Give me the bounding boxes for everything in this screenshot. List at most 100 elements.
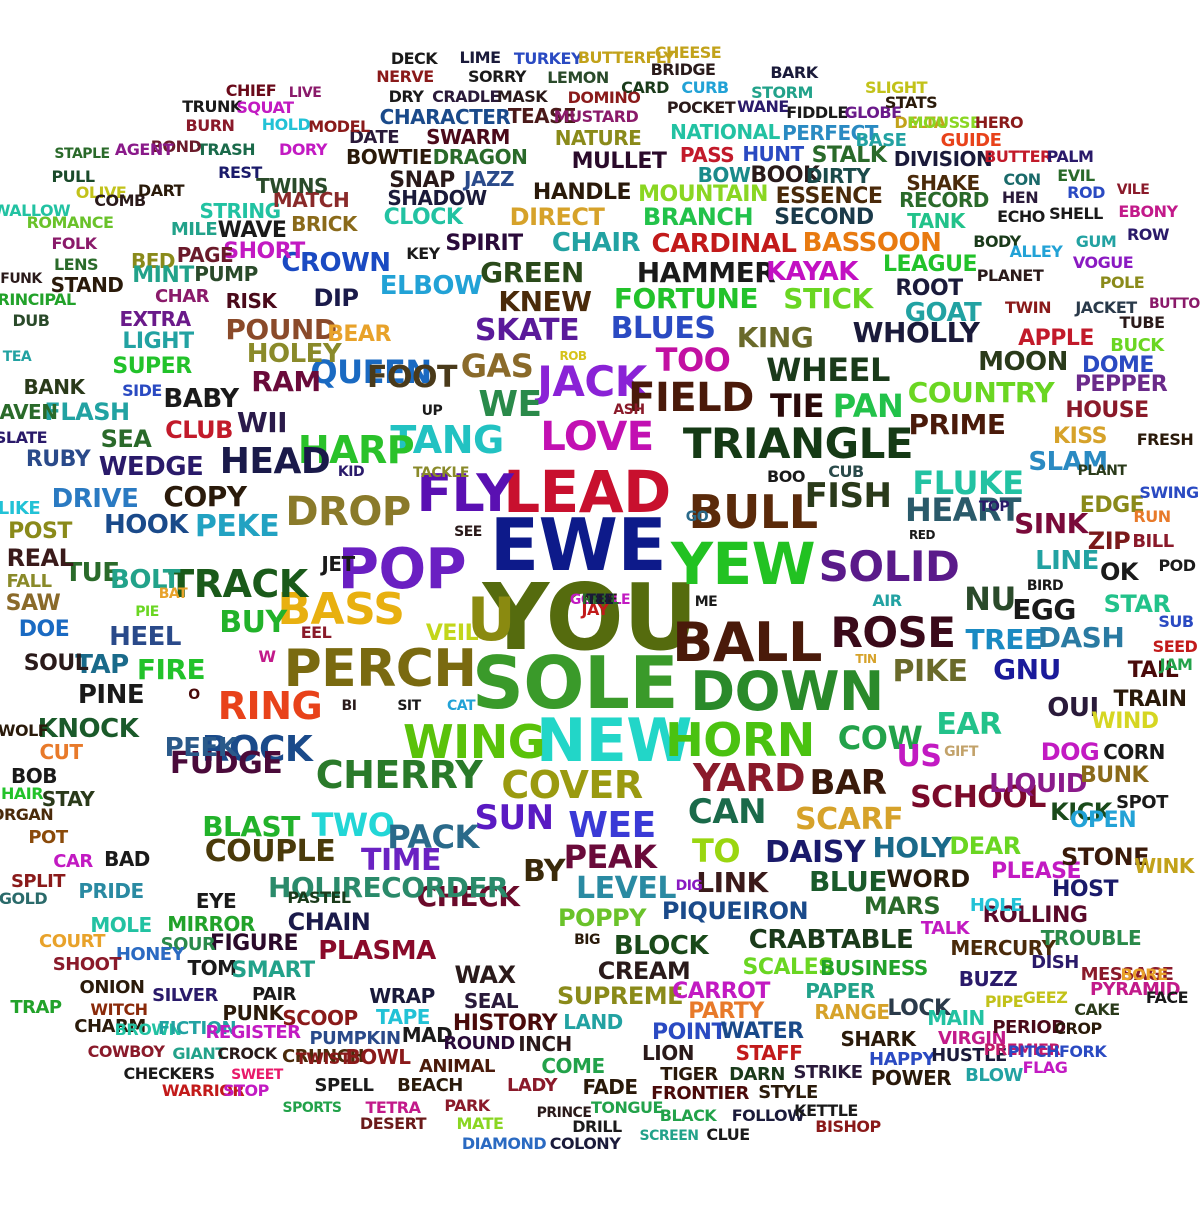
cloud-word: RUBY <box>25 447 91 472</box>
cloud-word: PAN <box>832 387 904 425</box>
cloud-word: BLUE <box>808 865 888 898</box>
cloud-word: NICE <box>582 592 618 608</box>
cloud-word: FALL <box>6 571 52 592</box>
cloud-word: LEAD <box>503 458 671 526</box>
cloud-word: STRING <box>199 199 281 223</box>
cloud-word: PLANET <box>976 266 1044 285</box>
cloud-word: BOOK <box>750 163 820 188</box>
cloud-word: SIDE <box>122 381 162 400</box>
cloud-word: TEASE <box>507 104 577 128</box>
cloud-word: POINT <box>652 1020 726 1045</box>
cloud-word: SQUAT <box>236 98 294 117</box>
cloud-word: DAISY <box>764 835 866 870</box>
cloud-word: COURT <box>39 931 105 952</box>
cloud-word: NERVE <box>376 67 434 86</box>
cloud-word: WAX <box>454 961 516 989</box>
cloud-word: KNEW <box>498 285 592 318</box>
cloud-word: ONION <box>79 977 145 998</box>
cloud-word: BEACH <box>397 1075 463 1096</box>
cloud-word: DRY <box>388 87 424 106</box>
cloud-word: HISTORY <box>452 1011 558 1036</box>
cloud-word: WINK <box>1134 854 1194 878</box>
cloud-word: FUNK <box>0 271 42 287</box>
cloud-word: ROUND <box>443 1033 515 1054</box>
cloud-word: DASH <box>1037 621 1125 654</box>
cloud-word: FLY <box>416 464 514 524</box>
cloud-word: WATER <box>720 1019 804 1044</box>
cloud-word: TACKLE <box>413 465 469 481</box>
cloud-word: TIN <box>855 652 877 666</box>
cloud-word: BAT <box>158 586 188 602</box>
cloud-word: TRUNK <box>182 97 242 116</box>
cloud-word: BIRD <box>1026 578 1064 594</box>
cloud-word: U <box>466 585 516 655</box>
cloud-word: PLASMA <box>318 936 436 966</box>
cloud-word: MODEL <box>308 117 370 136</box>
cloud-word: POPPY <box>557 904 647 932</box>
cloud-word: PUMPKIN <box>309 1028 401 1049</box>
cloud-word: TRACK <box>168 562 308 606</box>
cloud-word: CRUNCH <box>281 1046 365 1067</box>
cloud-word: TIE <box>769 387 825 425</box>
cloud-word: LENS <box>53 255 99 274</box>
cloud-word: TIGER <box>660 1064 718 1085</box>
cloud-word: TO <box>691 832 741 870</box>
cloud-word: WHOLLY <box>852 316 980 349</box>
cloud-word: POT <box>28 827 68 848</box>
cloud-word: RING <box>217 684 323 728</box>
cloud-word: CHERRY <box>315 753 483 797</box>
cloud-word: CLUB <box>165 416 233 444</box>
cloud-word: MOON <box>978 347 1068 377</box>
cloud-word: CRADLE <box>432 87 500 106</box>
cloud-word: CHARM <box>74 1016 146 1037</box>
cloud-word: ROMANCE <box>26 213 114 232</box>
cloud-word: SEE <box>454 524 482 540</box>
cloud-word: WEDGE <box>98 452 204 482</box>
cloud-word: TUBE <box>1119 313 1165 332</box>
cloud-word: HONEY <box>115 944 185 965</box>
cloud-word: CROCK <box>217 1044 277 1063</box>
cloud-word: BISHOP <box>815 1117 881 1136</box>
cloud-word: PALM <box>1046 147 1094 166</box>
cloud-word: SLIGHT <box>864 78 928 97</box>
cloud-word: MESSAGE <box>1080 964 1174 985</box>
cloud-word: HEAD <box>219 441 331 482</box>
cloud-word: WII <box>236 406 288 439</box>
cloud-word: WIND <box>1091 709 1159 734</box>
cloud-word: MULLET <box>571 149 667 174</box>
cloud-word: COW <box>837 719 923 757</box>
cloud-word: BAR <box>809 763 887 803</box>
cloud-word: HOST <box>1052 877 1118 902</box>
cloud-word: BUSINESS <box>820 956 928 980</box>
cloud-word: GIANT <box>172 1044 226 1063</box>
cloud-word: MAIN <box>927 1006 985 1030</box>
cloud-word: SCOOP <box>282 1006 358 1030</box>
cloud-word: WOLF <box>0 721 49 740</box>
cloud-word: DROP <box>285 489 411 535</box>
cloud-word: HOLEY <box>246 339 342 369</box>
cloud-word: OPEN <box>1069 808 1137 833</box>
cloud-word: BUY <box>219 605 287 640</box>
cloud-word: GAS <box>460 347 534 385</box>
cloud-word: MILE <box>170 219 218 240</box>
cloud-word: WHEEL <box>766 351 890 389</box>
cloud-word: DIRTY <box>805 164 871 188</box>
cloud-word: FACE <box>1145 988 1189 1007</box>
cloud-word: PITCHFORK <box>1007 1042 1107 1061</box>
cloud-word: DEAR <box>949 832 1021 860</box>
cloud-word: HANDLE <box>532 180 632 205</box>
cloud-word: STONE <box>1060 843 1150 871</box>
cloud-word: FOOT <box>367 360 457 395</box>
cloud-word: DARN <box>729 1064 785 1085</box>
cloud-word: MINT <box>132 263 194 288</box>
cloud-word: EVIL <box>1057 166 1095 185</box>
cloud-word: LIVE <box>288 85 322 101</box>
cloud-word: BLOW <box>965 1065 1023 1086</box>
cloud-word: WEE <box>568 805 656 846</box>
cloud-word: TROUBLE <box>1040 926 1142 950</box>
cloud-word: FIGURE <box>209 931 299 956</box>
cloud-word: COPY <box>163 480 247 513</box>
cloud-word: NATIONAL <box>670 120 780 144</box>
cloud-word: YOU <box>482 564 698 671</box>
